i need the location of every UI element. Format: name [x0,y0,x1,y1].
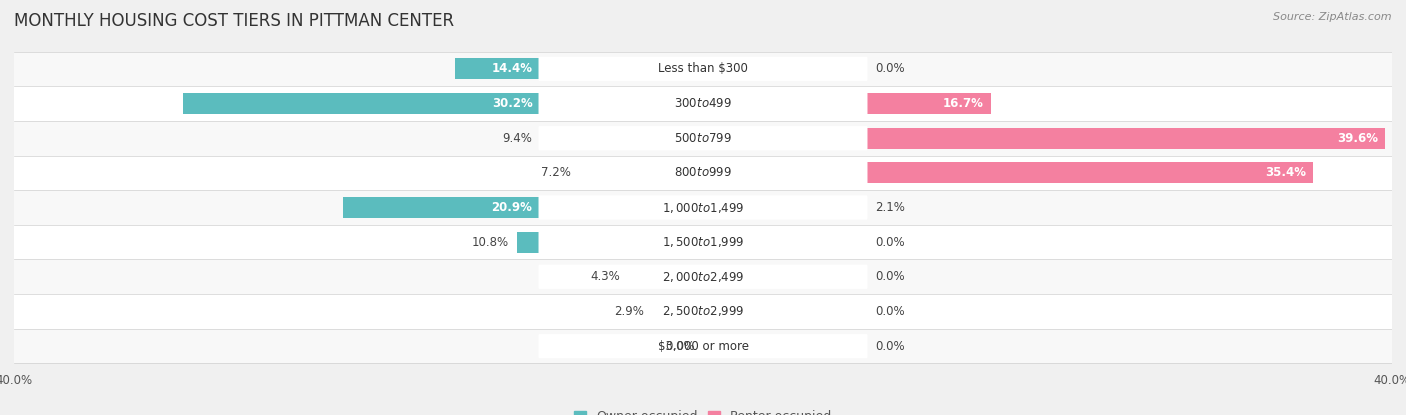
Bar [14,329,1392,364]
Text: Less than $300: Less than $300 [658,62,748,76]
Text: 2.1%: 2.1% [875,201,905,214]
Bar [183,93,540,114]
Text: 0.0%: 0.0% [875,339,905,353]
Text: 14.4%: 14.4% [492,62,533,76]
Bar [517,232,540,253]
FancyBboxPatch shape [538,126,868,150]
Text: 0.0%: 0.0% [665,339,695,353]
Text: MONTHLY HOUSING COST TIERS IN PITTMAN CENTER: MONTHLY HOUSING COST TIERS IN PITTMAN CE… [14,12,454,30]
Text: $3,000 or more: $3,000 or more [658,339,748,353]
Bar [456,59,540,79]
Text: $800 to $999: $800 to $999 [673,166,733,179]
FancyBboxPatch shape [538,161,868,185]
Text: 0.0%: 0.0% [875,62,905,76]
Bar [14,259,1392,294]
Bar [866,93,991,114]
Text: 9.4%: 9.4% [502,132,533,145]
FancyBboxPatch shape [538,230,868,254]
Text: $2,500 to $2,999: $2,500 to $2,999 [662,305,744,318]
Text: $2,000 to $2,499: $2,000 to $2,499 [662,270,744,284]
Bar [14,294,1392,329]
FancyBboxPatch shape [538,299,868,324]
Bar [14,51,1392,86]
FancyBboxPatch shape [538,57,868,81]
Text: 30.2%: 30.2% [492,97,533,110]
Text: 0.0%: 0.0% [875,236,905,249]
Text: 10.8%: 10.8% [471,236,509,249]
Text: 0.0%: 0.0% [875,305,905,318]
Bar [14,225,1392,259]
FancyBboxPatch shape [538,334,868,358]
Bar [14,190,1392,225]
Bar [343,197,540,218]
Text: $1,000 to $1,499: $1,000 to $1,499 [662,200,744,215]
FancyBboxPatch shape [538,91,868,116]
Text: 35.4%: 35.4% [1265,166,1306,179]
Text: $300 to $499: $300 to $499 [673,97,733,110]
Text: 39.6%: 39.6% [1337,132,1378,145]
Bar [14,156,1392,190]
Text: 4.3%: 4.3% [591,270,620,283]
Text: 7.2%: 7.2% [540,166,571,179]
Text: 16.7%: 16.7% [943,97,984,110]
Text: Source: ZipAtlas.com: Source: ZipAtlas.com [1274,12,1392,22]
FancyBboxPatch shape [538,195,868,220]
Bar [866,162,1313,183]
Bar [14,86,1392,121]
Bar [866,128,1385,149]
FancyBboxPatch shape [538,265,868,289]
Text: $1,500 to $1,999: $1,500 to $1,999 [662,235,744,249]
Text: 20.9%: 20.9% [492,201,533,214]
Text: 0.0%: 0.0% [875,270,905,283]
Text: 2.9%: 2.9% [614,305,644,318]
Bar [14,121,1392,156]
Legend: Owner-occupied, Renter-occupied: Owner-occupied, Renter-occupied [568,405,838,415]
Text: $500 to $799: $500 to $799 [673,132,733,145]
